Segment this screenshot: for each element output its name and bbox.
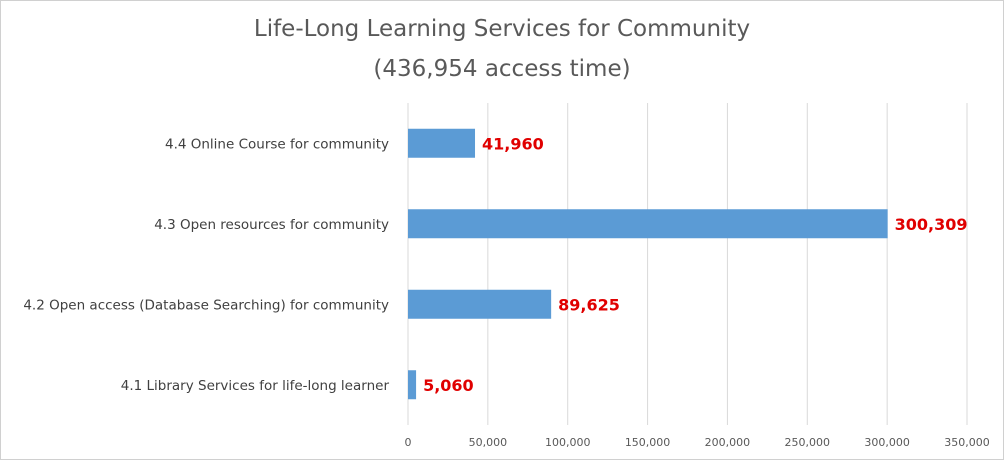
category-label: 4.1 Library Services for life-long learn…	[121, 378, 390, 394]
x-tick-label: 300,000	[864, 436, 910, 449]
x-tick-label: 150,000	[625, 436, 671, 449]
x-tick-label: 50,000	[469, 436, 508, 449]
x-tick-label: 250,000	[785, 436, 831, 449]
bar	[408, 289, 552, 319]
data-label: 89,625	[558, 295, 620, 314]
category-label: 4.4 Online Course for community	[165, 136, 389, 152]
category-label: 4.2 Open access (Database Searching) for…	[23, 297, 389, 313]
bar	[408, 209, 888, 239]
bar	[408, 128, 476, 158]
x-tick-label: 200,000	[705, 436, 751, 449]
x-tick-label: 0	[405, 436, 412, 449]
data-label: 300,309	[895, 215, 968, 234]
x-tick-label: 350,000	[944, 436, 990, 449]
x-tick-label: 100,000	[545, 436, 591, 449]
chart-title: Life-Long Learning Services for Communit…	[253, 16, 751, 42]
data-label: 5,060	[423, 376, 474, 395]
bar	[408, 370, 417, 400]
category-label: 4.3 Open resources for community	[154, 217, 389, 233]
data-label: 41,960	[482, 134, 544, 153]
chart-subtitle: (436,954 access time)	[373, 56, 631, 82]
